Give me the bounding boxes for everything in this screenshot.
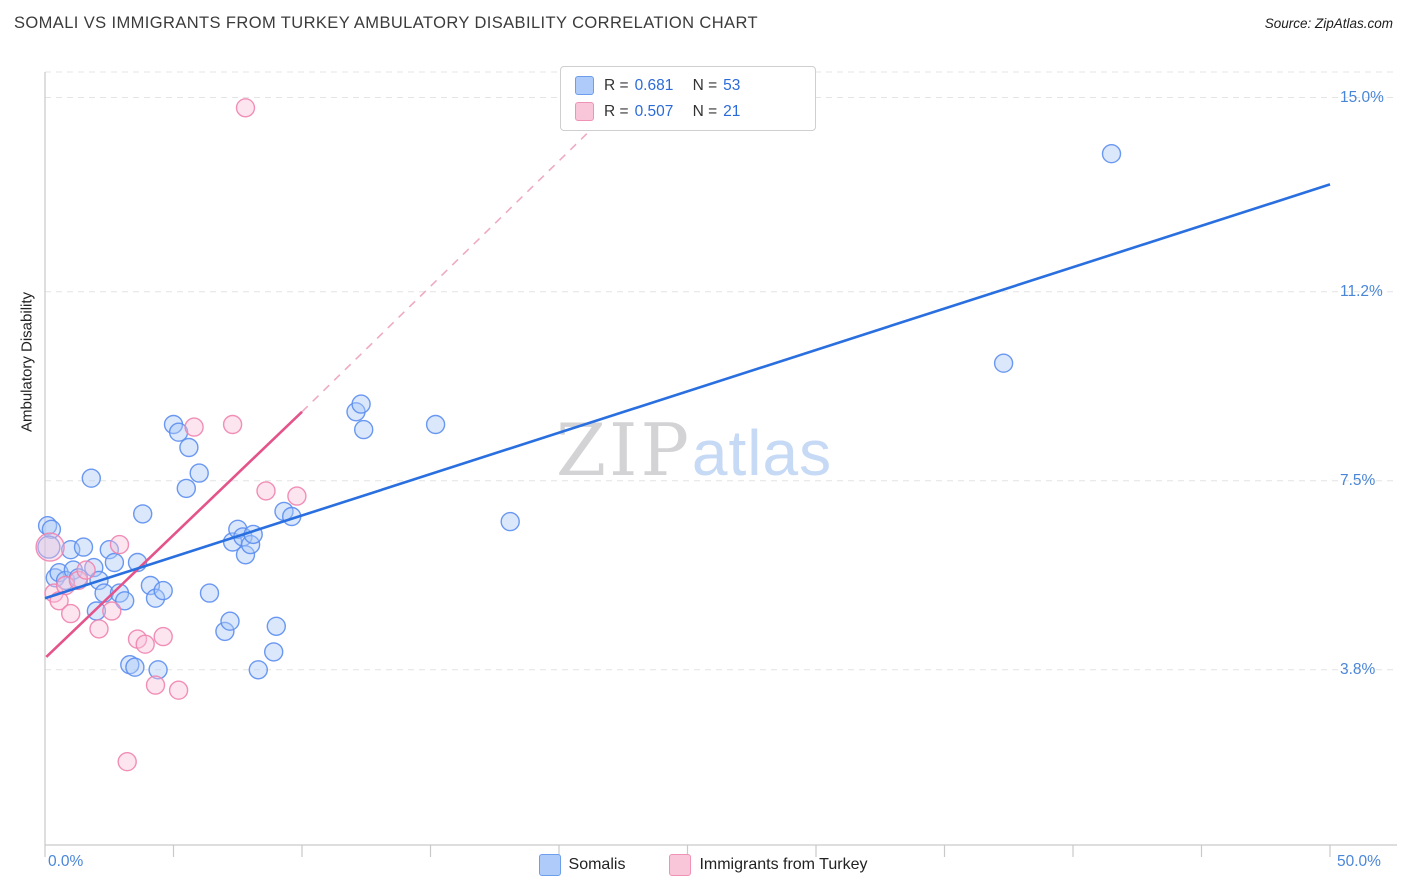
somali-point bbox=[73, 537, 94, 557]
series-legend-label: Immigrants from Turkey bbox=[699, 856, 868, 873]
somali-point bbox=[132, 504, 153, 524]
turkey-point bbox=[235, 98, 256, 118]
turkey-point bbox=[35, 532, 65, 562]
somali-point bbox=[81, 468, 102, 488]
correlation-legend: R = 0.681 N = 53 R = 0.507 N = 21 bbox=[560, 66, 816, 131]
x-axis-max-label: 50.0% bbox=[1337, 853, 1381, 870]
y-axis-tick-label: 7.5% bbox=[1340, 471, 1376, 489]
n-value-turkey: 21 bbox=[723, 102, 741, 120]
turkey-point bbox=[117, 752, 137, 772]
turkey-point bbox=[287, 486, 307, 506]
y-axis-tick-label: 11.2% bbox=[1340, 282, 1383, 300]
turkey-point bbox=[184, 417, 204, 437]
somali-point bbox=[120, 655, 140, 675]
somali-point bbox=[145, 588, 166, 608]
r-value-somalis: 0.681 bbox=[634, 76, 674, 94]
turkey-trendline bbox=[45, 410, 303, 658]
series-legend-somalis: Somalis bbox=[538, 854, 626, 876]
turkey-swatch-icon bbox=[669, 854, 692, 876]
somalis-swatch-icon bbox=[538, 854, 561, 876]
turkey-point bbox=[153, 626, 173, 647]
somali-point bbox=[176, 478, 197, 499]
somali-point bbox=[215, 621, 235, 642]
turkey-point bbox=[145, 675, 166, 695]
turkey-point bbox=[89, 619, 109, 639]
turkey-point bbox=[222, 414, 243, 435]
somali-point bbox=[168, 422, 189, 442]
series-legend-turkey: Immigrants from Turkey bbox=[669, 854, 867, 876]
somali-point bbox=[114, 591, 135, 611]
somalis-swatch-icon bbox=[575, 76, 594, 95]
somali-point bbox=[125, 657, 145, 677]
legend-row-somalis: R = 0.681 N = 53 bbox=[575, 76, 801, 95]
turkey-point bbox=[256, 481, 276, 501]
turkey-swatch-icon bbox=[575, 102, 594, 121]
source-attribution: Source: ZipAtlas.com bbox=[1264, 16, 1393, 31]
turkey-point bbox=[102, 601, 122, 621]
somali-point bbox=[189, 463, 209, 483]
series-legend-label: Somalis bbox=[568, 856, 626, 873]
somali-point bbox=[351, 394, 371, 414]
somali-point bbox=[266, 616, 286, 636]
somali-point bbox=[220, 611, 240, 631]
turkey-point bbox=[168, 680, 189, 700]
somali-point bbox=[179, 437, 199, 458]
somali-trendline bbox=[44, 183, 1331, 600]
somali-point bbox=[37, 535, 61, 559]
somali-point bbox=[1101, 143, 1122, 164]
somali-point bbox=[264, 642, 284, 662]
r-label: R = bbox=[604, 76, 629, 94]
somali-point bbox=[354, 419, 374, 440]
somali-point bbox=[153, 580, 173, 601]
n-label: N = bbox=[692, 76, 718, 94]
somali-point bbox=[235, 545, 256, 565]
somali-point bbox=[993, 353, 1014, 373]
somali-point bbox=[104, 552, 125, 573]
series-legend: Somalis Immigrants from Turkey bbox=[0, 849, 1406, 881]
x-axis-min-label: 0.0% bbox=[48, 853, 84, 870]
r-value-turkey: 0.507 bbox=[634, 102, 674, 120]
r-label: R = bbox=[604, 102, 629, 120]
legend-row-turkey: R = 0.507 N = 21 bbox=[575, 102, 801, 121]
somali-point bbox=[248, 660, 268, 680]
turkey-point bbox=[76, 560, 96, 580]
turkey-point bbox=[60, 603, 81, 624]
somali-point bbox=[148, 660, 168, 680]
somali-point bbox=[199, 583, 220, 603]
y-axis-tick-label: 3.8% bbox=[1340, 660, 1376, 678]
somali-point bbox=[500, 511, 520, 532]
page-title: SOMALI VS IMMIGRANTS FROM TURKEY AMBULAT… bbox=[14, 14, 758, 32]
y-axis-tick-label: 15.0% bbox=[1340, 88, 1384, 106]
n-value-somalis: 53 bbox=[723, 76, 741, 94]
n-label: N = bbox=[692, 102, 718, 120]
turkey-point bbox=[109, 534, 130, 555]
turkey-point bbox=[135, 634, 155, 654]
somali-point bbox=[425, 414, 446, 435]
turkey-trendline-extension bbox=[301, 130, 591, 413]
